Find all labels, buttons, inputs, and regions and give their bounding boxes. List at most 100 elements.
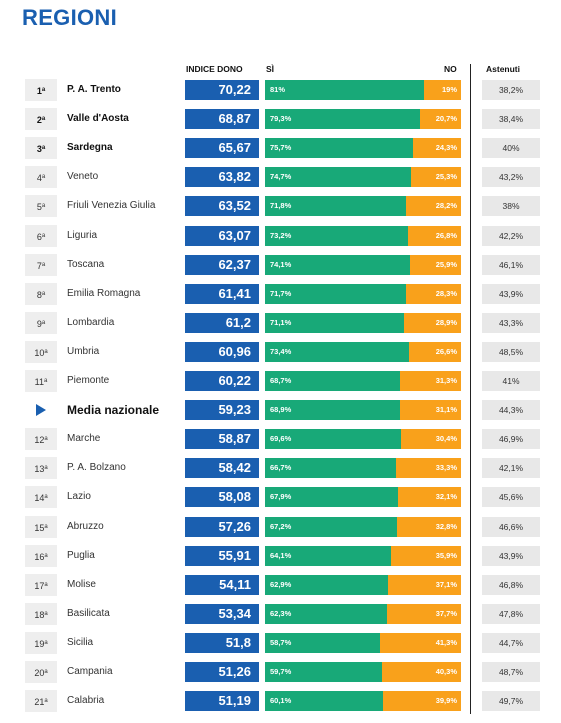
si-no-bar: 74,7% 25,3%	[265, 167, 461, 188]
indice-dono-value: 51,8	[185, 632, 259, 653]
rank-cell: 8a	[25, 282, 57, 305]
rank-ordinal: a	[44, 436, 48, 443]
no-segment: 37,7%	[387, 603, 461, 624]
rank-ordinal: a	[41, 319, 46, 326]
rank-number: 18	[34, 609, 45, 620]
rank-number: 9	[36, 318, 42, 329]
region-name: P. A. Bolzano	[67, 462, 126, 474]
table-row: 15a Abruzzo 57,26 67,2% 32,8% 46,6%	[25, 515, 540, 538]
astenuti-value: 46,1%	[482, 254, 540, 275]
media-marker-icon	[25, 399, 57, 421]
si-segment: 74,7%	[265, 167, 412, 188]
si-no-bar: 60,1% 39,9%	[265, 691, 461, 712]
indice-dono-value: 63,07	[185, 225, 259, 246]
table-row: 16a Puglia 55,91 64,1% 35,9% 43,9%	[25, 544, 540, 567]
si-no-bar: 62,3% 37,7%	[265, 603, 461, 624]
table-row: 12a Marche 58,87 69,6% 30,4% 46,9%	[25, 428, 540, 451]
region-name: Abruzzo	[67, 520, 104, 532]
media-nazionale-row: Media nazionale 59,23 68,9% 31,1% 44,3%	[25, 399, 540, 421]
indice-dono-value: 58,87	[185, 429, 259, 450]
astenuti-value: 43,9%	[482, 545, 540, 566]
si-no-bar: 68,7% 31,3%	[265, 371, 461, 391]
rank-cell: 5a	[25, 195, 57, 218]
region-name: Media nazionale	[67, 403, 160, 418]
no-segment: 25,9%	[410, 254, 461, 275]
rank-ordinal: a	[41, 290, 46, 297]
rank-cell: 9a	[25, 311, 57, 334]
si-no-bar: 68,9% 31,1%	[265, 400, 461, 421]
rank-number: 19	[34, 638, 45, 649]
rank-ordinal: a	[44, 494, 48, 501]
astenuti-value: 38,2%	[482, 80, 540, 100]
si-segment: 64,1%	[265, 545, 391, 566]
si-segment: 62,9%	[265, 574, 389, 595]
region-name: Sicilia	[67, 636, 94, 648]
no-segment: 30,4%	[401, 429, 461, 450]
si-segment: 68,9%	[265, 400, 401, 421]
si-no-bar: 67,9% 32,1%	[265, 487, 461, 508]
rank-cell: 2a	[25, 108, 57, 131]
indice-dono-value: 57,26	[185, 516, 259, 537]
astenuti-value: 40%	[482, 138, 540, 159]
no-segment: 37,1%	[388, 574, 461, 595]
si-segment: 60,1%	[265, 691, 383, 712]
region-name: Basilicata	[67, 607, 110, 619]
no-segment: 40,3%	[382, 662, 461, 682]
astenuti-value: 42,2%	[482, 225, 540, 246]
si-no-bar: 74,1% 25,9%	[265, 254, 461, 275]
si-segment: 58,7%	[265, 632, 381, 653]
table-row: 10a Umbria 60,96 73,4% 26,6% 48,5%	[25, 340, 540, 363]
rank-ordinal: a	[44, 523, 48, 530]
rank-cell: 12a	[25, 428, 57, 451]
astenuti-value: 43,9%	[482, 283, 540, 304]
rank-number: 20	[34, 668, 45, 678]
indice-dono-value: 51,26	[185, 662, 259, 682]
table-row: 8a Emilia Romagna 61,41 71,7% 28,3% 43,9%	[25, 282, 540, 305]
rank-ordinal: a	[41, 145, 46, 152]
rank-number: 6	[36, 231, 42, 242]
rank-cell: 10a	[25, 340, 57, 363]
rank-ordinal: a	[41, 232, 46, 239]
rank-number: 11	[34, 377, 44, 387]
astenuti-value: 38%	[482, 196, 540, 217]
table-row: 11a Piemonte 60,22 68,7% 31,3% 41%	[25, 370, 540, 392]
rank-ordinal: a	[44, 581, 48, 588]
indice-dono-value: 68,87	[185, 109, 259, 130]
rank-number: 15	[34, 522, 45, 533]
astenuti-value: 49,7%	[482, 691, 540, 712]
rank-number: 10	[34, 347, 45, 358]
rank-cell: 6a	[25, 224, 57, 247]
astenuti-value: 46,6%	[482, 516, 540, 537]
rank-cell: 14a	[25, 486, 57, 509]
si-no-bar: 73,4% 26,6%	[265, 341, 461, 362]
header-si: SÌ	[266, 64, 275, 74]
table-row: 9a Lombardia 61,2 71,1% 28,9% 43,3%	[25, 311, 540, 334]
rank-ordinal: a	[41, 87, 46, 93]
region-name: Lazio	[67, 491, 91, 503]
region-name: Lombardia	[67, 316, 115, 328]
no-segment: 32,1%	[398, 487, 461, 508]
rank-number: 16	[34, 551, 45, 562]
indice-dono-value: 65,67	[185, 138, 259, 159]
indice-dono-value: 51,19	[185, 691, 259, 712]
table-row: 2a Valle d'Aosta 68,87 79,3% 20,7% 38,4%	[25, 108, 540, 131]
table-row: 5a Friuli Venezia Giulia 63,52 71,8% 28,2% 38…	[25, 195, 540, 218]
region-name: Sardegna	[67, 142, 113, 154]
astenuti-value: 43,2%	[482, 167, 540, 188]
rank-ordinal: a	[44, 552, 48, 559]
table-row: 13a P. A. Bolzano 58,42 66,7% 33,3% 42,1%	[25, 457, 540, 480]
rank-number: 8	[36, 289, 42, 300]
si-no-bar: 79,3% 20,7%	[265, 109, 461, 130]
no-segment: 28,9%	[404, 312, 461, 333]
rank-cell: 16a	[25, 544, 57, 567]
rank-cell: 7a	[25, 253, 57, 276]
astenuti-value: 46,8%	[482, 574, 540, 595]
astenuti-value: 41%	[482, 371, 540, 391]
rank-ordinal: a	[44, 610, 48, 617]
si-segment: 62,3%	[265, 603, 388, 624]
rank-cell: 15a	[25, 515, 57, 538]
indice-dono-value: 61,41	[185, 283, 259, 304]
page-title: REGIONI	[22, 5, 117, 30]
table-row: 6a Liguria 63,07 73,2% 26,8% 42,2%	[25, 224, 540, 247]
no-segment: 26,6%	[408, 341, 461, 362]
